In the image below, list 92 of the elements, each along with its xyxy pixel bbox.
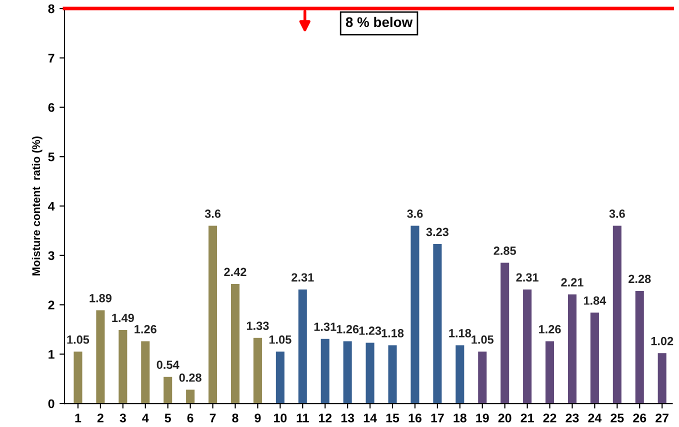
bar xyxy=(658,353,666,404)
x-tick-label: 12 xyxy=(318,414,332,422)
bar xyxy=(164,376,172,404)
data-label: 1.33 xyxy=(246,322,269,330)
data-label: 1.05 xyxy=(472,335,494,344)
x-tick-label: 11 xyxy=(296,414,309,422)
data-label: 1.49 xyxy=(112,314,134,322)
data-label: 1.26 xyxy=(336,325,359,334)
data-label: 2.28 xyxy=(628,274,651,284)
bar xyxy=(366,342,374,404)
bar xyxy=(523,289,532,404)
data-label: 2.42 xyxy=(224,268,246,276)
x-tick-label: 24 xyxy=(588,414,602,422)
bar xyxy=(546,341,554,404)
x-tick-label: 14 xyxy=(364,414,377,422)
data-label: 1.18 xyxy=(382,329,404,338)
bar xyxy=(590,312,599,404)
data-label: 1.89 xyxy=(90,294,112,302)
x-tick-label: 1 xyxy=(75,414,82,422)
x-tick-label: 10 xyxy=(274,414,287,422)
data-label: 1.05 xyxy=(67,335,90,344)
x-tick-label: 13 xyxy=(341,414,354,422)
data-label: 0.54 xyxy=(156,360,180,369)
bar xyxy=(456,345,464,404)
data-label: 2.31 xyxy=(292,273,314,282)
x-tick-label: 17 xyxy=(431,414,444,422)
bar xyxy=(230,284,240,404)
y-tick-label: 0 xyxy=(48,399,54,408)
bar xyxy=(141,341,150,404)
y-tick-label: 2 xyxy=(48,300,54,310)
x-tick-label: 5 xyxy=(164,414,171,422)
data-label: 3.6 xyxy=(204,210,221,218)
x-tick-label: 6 xyxy=(187,414,194,422)
ref-line-label: 8 % below xyxy=(346,16,413,28)
bar xyxy=(96,310,105,404)
bar xyxy=(320,338,330,404)
data-label: 2.85 xyxy=(494,246,516,255)
data-label: 1.26 xyxy=(539,325,561,334)
y-tick-label: 8 xyxy=(48,4,54,14)
bar xyxy=(118,330,128,404)
x-tick-label: 25 xyxy=(610,414,624,422)
x-tick-label: 26 xyxy=(633,414,646,422)
y-tick-label: 5 xyxy=(48,152,54,162)
x-tick-label: 9 xyxy=(254,414,261,422)
bar xyxy=(410,226,420,404)
bar xyxy=(388,345,397,404)
bar xyxy=(478,352,487,404)
bar xyxy=(433,244,442,404)
bar xyxy=(298,289,307,404)
data-label: 1.02 xyxy=(651,336,674,346)
bar xyxy=(74,352,82,404)
x-tick-label: 27 xyxy=(656,414,669,422)
bar xyxy=(208,226,218,404)
data-label: 3.6 xyxy=(407,210,423,218)
x-tick-label: 15 xyxy=(386,414,400,422)
x-tick-label: 22 xyxy=(543,414,556,422)
data-label: 2.31 xyxy=(516,273,538,282)
data-label: 1.84 xyxy=(584,296,606,305)
data-label: 3.6 xyxy=(609,210,625,218)
x-tick-label: 16 xyxy=(408,414,422,422)
x-tick-label: 20 xyxy=(498,414,512,422)
bar xyxy=(253,338,262,404)
x-tick-label: 3 xyxy=(120,414,126,422)
bar xyxy=(276,352,284,404)
x-tick-label: 2 xyxy=(97,414,104,422)
x-tick-label: 18 xyxy=(454,414,466,422)
y-tick-label: 6 xyxy=(48,103,54,112)
x-tick-label: 21 xyxy=(520,414,534,422)
bar xyxy=(186,390,195,404)
data-label: 1.05 xyxy=(269,335,292,344)
bar xyxy=(343,341,352,404)
data-label: 2.21 xyxy=(561,278,584,286)
x-tick-label: 4 xyxy=(142,414,149,422)
bar xyxy=(612,226,622,404)
data-label: 1.26 xyxy=(134,325,156,334)
bar xyxy=(500,262,510,404)
y-tick-label: 1 xyxy=(48,350,54,359)
data-label: 1.18 xyxy=(449,329,472,338)
data-label: 3.23 xyxy=(426,228,449,236)
x-tick-label: 7 xyxy=(210,414,216,422)
y-tick-label: 3 xyxy=(48,251,54,260)
y-tick-label: 7 xyxy=(48,54,54,62)
bar xyxy=(568,294,577,404)
x-tick-label: 19 xyxy=(476,414,489,422)
bar xyxy=(635,290,644,404)
y-axis-title: Moisture content ratio (%) xyxy=(32,136,42,276)
data-label: 1.23 xyxy=(359,326,382,335)
data-label: 0.28 xyxy=(179,373,202,382)
data-label: 1.31 xyxy=(314,322,336,331)
x-tick-label: 23 xyxy=(566,414,579,422)
y-tick-label: 4 xyxy=(48,202,55,211)
x-tick-label: 8 xyxy=(232,414,238,422)
